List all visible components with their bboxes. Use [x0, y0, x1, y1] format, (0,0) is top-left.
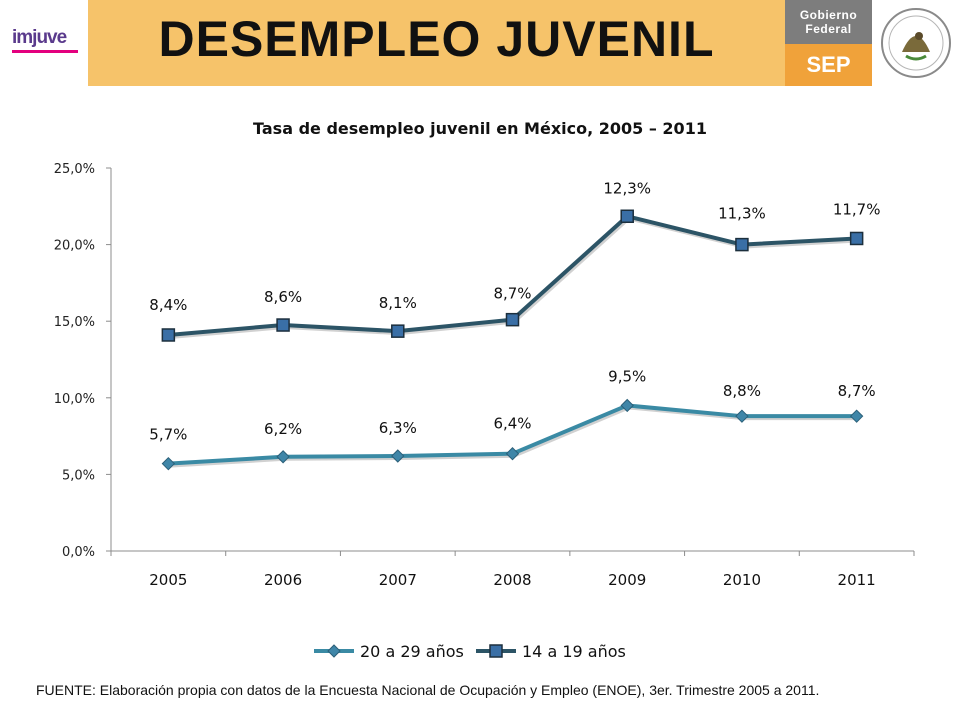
title-banner: DESEMPLEO JUVENIL [88, 0, 785, 86]
chart-axes: 0,0% 5,0% 10,0% 15,0% 20,0% 25,0% 2005 2006 2007… [54, 162, 915, 589]
y-tick-label: 15,0% [54, 315, 95, 330]
legend-item: 20 a 29 años [314, 642, 464, 661]
legend-marker-square [489, 644, 503, 658]
gobierno-federal-logo: Gobierno Federal SEP [785, 0, 872, 86]
data-point-diamond [161, 456, 176, 471]
chart-series: 5,7% 6,2% 6,3% 6,4% 9,5% 8,8% 8,7% 8,4% 8,6% 8,1%… [149, 179, 881, 471]
data-label: 6,2% [264, 420, 302, 438]
data-point-square [849, 231, 864, 246]
imjuve-logo: imjuve [0, 0, 89, 86]
x-tick-label: 2011 [838, 571, 876, 589]
data-point-diamond [505, 447, 520, 461]
data-point-square [620, 209, 634, 224]
data-label: 8,4% [149, 296, 187, 314]
data-point-square [276, 318, 290, 332]
series-group: 5,7% 6,2% 6,3% 6,4% 9,5% 8,8% 8,7% [149, 367, 876, 471]
imjuve-logo-text: imjuve [12, 27, 67, 48]
national-seal [872, 0, 960, 86]
x-tick-label: 2007 [379, 571, 417, 589]
sep-label: SEP [785, 44, 872, 86]
x-tick-label: 2008 [493, 571, 531, 589]
data-label: 8,6% [264, 288, 302, 306]
data-point-square [735, 237, 749, 252]
gov-top-block: Gobierno Federal [785, 0, 872, 44]
x-tick-label: 2009 [608, 571, 646, 589]
data-label: 8,1% [379, 294, 417, 312]
logo-underline [12, 50, 78, 53]
x-tick-label: 2005 [149, 571, 187, 589]
data-label: 12,3% [603, 179, 651, 197]
data-label: 8,7% [493, 285, 531, 303]
data-point-diamond [849, 409, 864, 423]
x-tick-label: 2006 [264, 571, 302, 589]
y-tick-label: 10,0% [54, 392, 95, 407]
data-point-diamond [391, 449, 405, 463]
data-point-diamond [276, 450, 290, 464]
data-point-diamond [620, 398, 634, 413]
data-label: 11,7% [833, 200, 881, 218]
seal-icon [881, 8, 951, 78]
data-label: 9,5% [608, 367, 646, 385]
data-point-diamond [735, 409, 749, 423]
legend-label: 20 a 29 años [360, 642, 464, 661]
data-label: 11,3% [718, 205, 766, 223]
data-point-square [391, 324, 405, 338]
legend-marker-diamond [327, 644, 341, 658]
chart-title: Tasa de desempleo juvenil en México, 200… [253, 119, 707, 138]
data-label: 8,7% [838, 382, 876, 400]
gov-line-2: Federal [805, 22, 852, 36]
chart-area: Tasa de desempleo juvenil en México, 200… [0, 86, 960, 676]
banner-title: DESEMPLEO JUVENIL [158, 11, 715, 67]
data-point-square [505, 312, 520, 327]
data-label: 6,3% [379, 419, 417, 437]
chart-legend: 20 a 29 años 14 a 19 años [314, 642, 626, 661]
series-group: 8,4% 8,6% 8,1% 8,7% 12,3% 11,3% 11,7% [149, 179, 881, 342]
y-tick-label: 20,0% [54, 239, 95, 254]
source-note: FUENTE: Elaboración propia con datos de … [36, 682, 820, 698]
header: imjuve DESEMPLEO JUVENIL Gobierno Federa… [0, 0, 960, 86]
y-tick-label: 25,0% [54, 162, 95, 177]
y-tick-label: 5,0% [62, 468, 95, 483]
data-label: 5,7% [149, 426, 187, 444]
data-label: 6,4% [493, 415, 531, 433]
data-label: 8,8% [723, 382, 761, 400]
legend-item: 14 a 19 años [476, 642, 626, 661]
legend-label: 14 a 19 años [522, 642, 626, 661]
line-chart: Tasa de desempleo juvenil en México, 200… [54, 119, 915, 661]
gov-line-1: Gobierno [799, 8, 858, 22]
x-tick-label: 2010 [723, 571, 761, 589]
data-point-square [161, 328, 176, 342]
y-tick-label: 0,0% [62, 545, 95, 560]
